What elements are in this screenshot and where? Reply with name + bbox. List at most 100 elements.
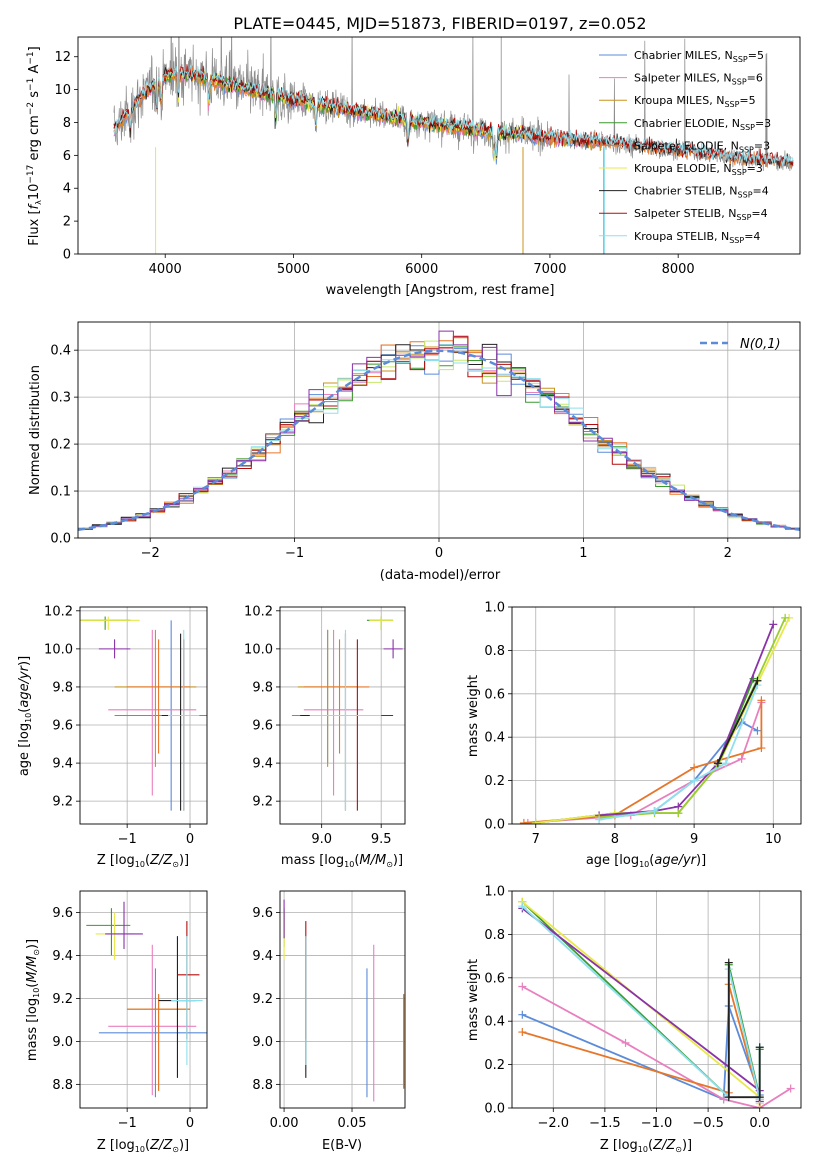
weight-marker: [650, 806, 659, 815]
y-tick-label: 9.6: [52, 719, 73, 734]
y-tick-label: 2: [63, 215, 71, 230]
x-tick-label: 2: [724, 546, 732, 561]
y-tick-label: 9.4: [252, 949, 273, 964]
legend-label: Chabrier MILES, NSSP=5: [634, 49, 764, 64]
weight-line: [727, 962, 761, 1099]
mass-vs-Z-plot-area: [80, 891, 207, 1108]
legend-label: Salpeter MILES, NSSP=6: [634, 72, 763, 87]
weight-series: [518, 1002, 764, 1106]
error-bar-point: [86, 908, 131, 956]
x-tick-label: −2: [141, 546, 160, 561]
error-bar-point: [158, 936, 197, 1078]
weight-line: [535, 617, 790, 824]
error-bar-point: [303, 639, 370, 754]
y-tick-label: 10.0: [244, 642, 273, 657]
weight-marker: [737, 754, 746, 763]
weight-vs-age-x-axis-label: age [log10(age/yr)]: [586, 853, 706, 869]
age-vs-Z-plot-area: [80, 607, 207, 824]
y-tick-label: 10: [54, 83, 71, 98]
residual-y-axis-label: Normed distribution: [28, 365, 43, 495]
figure-title: PLATE=0445, MJD=51873, FIBERID=0197, z=0…: [233, 14, 646, 33]
y-tick-label: 10.2: [44, 604, 73, 619]
weight-marker: [519, 818, 528, 824]
y-tick-label: 9.4: [52, 949, 73, 964]
legend-label: Kroupa MILES, NSSP=5: [634, 94, 756, 109]
y-tick-label: 0.3: [50, 391, 71, 406]
weight-marker: [721, 759, 730, 768]
y-tick-label: 9.2: [52, 992, 73, 1007]
legend-label: Kroupa STELIB, NSSP=4: [634, 230, 760, 245]
weight-vs-age-plot-area: [512, 607, 801, 824]
error-bar-point: [309, 629, 382, 811]
weight-series: [531, 613, 794, 824]
y-tick-label: 0: [63, 248, 71, 263]
y-tick-label: 6: [63, 149, 71, 164]
error-bar-point: [383, 639, 403, 659]
y-tick-label: 8.8: [252, 1078, 273, 1093]
weight-marker: [595, 815, 604, 824]
x-tick-label: 6000: [405, 262, 438, 277]
y-tick-label: 4: [63, 182, 71, 197]
error-bar-point: [80, 616, 140, 630]
weight-marker: [786, 1084, 795, 1093]
error-bar-point: [105, 901, 143, 950]
y-tick-label: 0.6: [484, 687, 505, 702]
y-tick-label: 0.4: [50, 344, 71, 359]
mass-vs-ebv-plot-area: [280, 891, 405, 1108]
error-bar-point: [171, 936, 203, 1066]
weight-marker: [518, 1010, 527, 1019]
error-bar-point: [161, 633, 200, 811]
x-tick-label: 0.0: [749, 1116, 770, 1131]
error-bar-point: [98, 639, 131, 659]
mass-vs-ebv-frame: [279, 890, 406, 1109]
residuals-frame: [77, 321, 801, 539]
residual-legend: N(0,1): [700, 337, 781, 352]
x-tick-label: 5000: [277, 262, 310, 277]
error-bar-point: [95, 912, 134, 960]
weight-marker: [713, 759, 722, 768]
y-tick-label: 9.6: [52, 906, 73, 921]
legend-label: Salpeter ELODIE, NSSP=3: [634, 139, 770, 154]
weight-line: [599, 617, 787, 819]
y-tick-label: 0.4: [484, 731, 505, 746]
x-tick-label: 0: [186, 1116, 194, 1131]
x-tick-label: 0: [435, 546, 443, 561]
x-tick-label: 10: [765, 832, 782, 847]
weight-vs-age-y-axis-label: mass weight: [466, 675, 481, 757]
weight-marker: [755, 1043, 764, 1052]
weight-marker: [757, 696, 766, 705]
weight-line: [521, 1005, 761, 1102]
x-tick-label: 9.5: [371, 832, 392, 847]
y-tick-label: 1.0: [484, 885, 505, 900]
y-tick-label: 12: [54, 50, 71, 65]
age-vs-Z-y-axis-label: age [log10(age/yr)]: [17, 656, 33, 776]
x-tick-label: −1: [118, 832, 137, 847]
weight-series: [595, 681, 762, 824]
weight-marker: [621, 1038, 630, 1047]
error-bar-point: [80, 616, 131, 630]
mass-vs-Z-frame: [79, 890, 208, 1109]
y-tick-label: 0.0: [50, 532, 71, 547]
x-tick-label: −1.0: [641, 1116, 673, 1131]
y-tick-label: 0.8: [484, 644, 505, 659]
weight-vs-Z-x-axis-label: Z [log10(Z/Z⊙)]: [600, 1138, 692, 1154]
x-tick-label: −2.0: [537, 1116, 569, 1131]
weight-marker: [757, 744, 766, 753]
age-vs-Z: −1 0 9.2 9.4 9.6 9.8 10.0 10.2 Z [log10(Z/Z⊙)] ag…: [17, 604, 208, 869]
weight-series: [724, 958, 764, 1102]
age-vs-Z-x-axis-label: Z [log10(Z/Z⊙)]: [97, 853, 189, 869]
spectrum: 4000 5000 6000 7000 8000 0 2 4 6 8 10 12 Chabrier MI…: [26, 36, 801, 298]
error-bar-point: [108, 629, 197, 796]
weight-marker: [724, 1093, 733, 1102]
weight-marker: [690, 776, 699, 785]
y-tick-label: 0.0: [484, 1102, 505, 1117]
error-bar-point: [369, 616, 394, 630]
residuals-plot-area: [78, 322, 800, 538]
x-tick-label: 0.05: [338, 1116, 367, 1131]
spectrum-model-line: [113, 64, 794, 167]
spectrum-x-axis-label: wavelength [Angstrom, rest frame]: [326, 283, 555, 298]
weight-marker: [518, 1028, 527, 1037]
weight-marker: [769, 620, 778, 629]
age-vs-Z-frame: [79, 606, 208, 825]
